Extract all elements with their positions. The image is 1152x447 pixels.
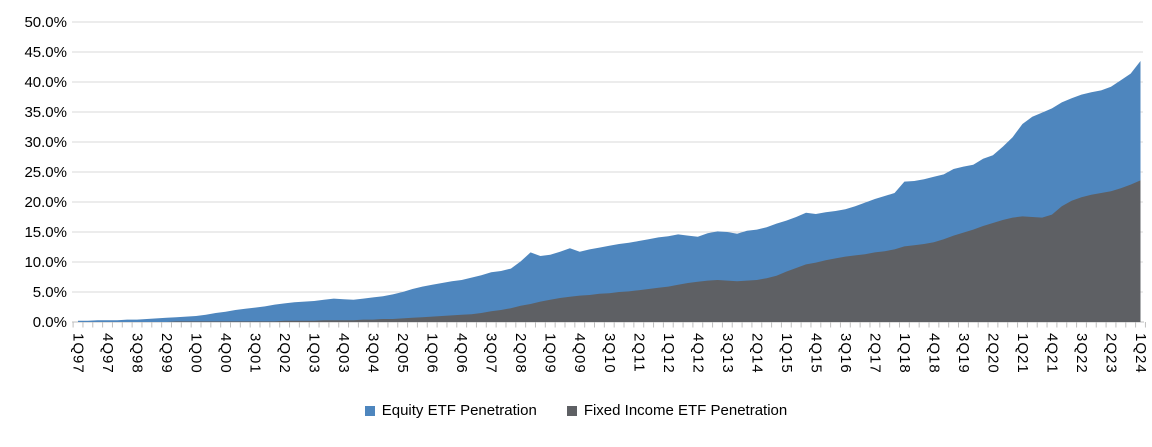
- y-tick-label: 20.0%: [24, 194, 67, 211]
- x-tick-label: 2Q99: [158, 333, 175, 374]
- chart-legend: Equity ETF Penetration Fixed Income ETF …: [0, 402, 1152, 419]
- x-tick-label: 2Q05: [394, 333, 411, 374]
- x-tick-label: 3Q19: [955, 333, 972, 374]
- x-tick-label: 4Q00: [217, 333, 234, 374]
- x-tick-label: 1Q21: [1014, 333, 1031, 374]
- x-tick-label: 1Q09: [542, 333, 559, 374]
- x-tick-label: 1Q03: [306, 333, 323, 374]
- x-tick-label: 2Q02: [276, 333, 293, 374]
- x-tick-label: 3Q13: [719, 333, 736, 374]
- x-tick-label: 4Q18: [925, 333, 942, 374]
- x-tick-label: 4Q97: [99, 333, 116, 374]
- x-tick-label: 3Q22: [1073, 333, 1090, 374]
- y-tick-label: 15.0%: [24, 224, 67, 241]
- y-tick-label: 45.0%: [24, 44, 67, 61]
- legend-item-fixed-income: Fixed Income ETF Penetration: [566, 402, 788, 419]
- x-tick-label: 3Q98: [129, 333, 146, 374]
- y-tick-label: 50.0%: [24, 14, 67, 31]
- x-tick-label: 3Q07: [483, 333, 500, 374]
- plot-area: 0.0% 5.0% 10.0% 15.0% 20.0% 25.0% 30.0% 35.0% 40…: [24, 14, 1149, 374]
- x-tick-label: 2Q23: [1102, 333, 1119, 374]
- legend-label-equity: Equity ETF Penetration: [381, 402, 537, 419]
- x-tick-label: 1Q12: [660, 333, 677, 374]
- x-tick-label: 2Q11: [630, 333, 647, 373]
- x-tick-label: 1Q97: [70, 333, 87, 374]
- x-tick-label: 2Q14: [748, 333, 765, 374]
- y-tick-label: 30.0%: [24, 134, 67, 151]
- fixed-income-area-series: [78, 180, 1141, 322]
- x-tick-label: 4Q03: [335, 333, 352, 374]
- legend-swatch-equity-icon: [364, 405, 375, 416]
- legend-swatch-fixed-income-icon: [566, 405, 577, 416]
- legend-item-equity: Equity ETF Penetration: [364, 402, 537, 419]
- x-tick-label: 2Q17: [866, 333, 883, 374]
- x-tick-label: 1Q15: [778, 333, 795, 374]
- x-tick-label: 4Q21: [1043, 333, 1060, 374]
- x-tick-label: 4Q09: [571, 333, 588, 374]
- x-tick-label: 2Q08: [512, 333, 529, 374]
- y-tick-label: 5.0%: [33, 284, 67, 301]
- x-tick-label: 3Q01: [247, 333, 264, 374]
- legend-label-fixed-income: Fixed Income ETF Penetration: [583, 402, 788, 419]
- x-tick-label: 1Q00: [188, 333, 205, 374]
- x-axis-ticks: [72, 322, 1146, 328]
- y-tick-label: 0.0%: [33, 314, 67, 331]
- y-tick-label: 10.0%: [24, 254, 67, 271]
- y-tick-label: 35.0%: [24, 104, 67, 121]
- x-tick-label: 3Q04: [365, 333, 382, 374]
- x-tick-label: 3Q16: [837, 333, 854, 374]
- x-tick-label: 4Q15: [807, 333, 824, 374]
- x-tick-label: 4Q12: [689, 333, 706, 374]
- x-tick-label: 1Q06: [424, 333, 441, 374]
- x-tick-label: 1Q18: [896, 333, 913, 374]
- x-tick-label: 4Q06: [453, 333, 470, 374]
- x-tick-label: 2Q20: [984, 333, 1001, 374]
- x-tick-label: 3Q10: [601, 333, 618, 374]
- y-tick-label: 25.0%: [24, 164, 67, 181]
- y-tick-label: 40.0%: [24, 74, 67, 91]
- x-tick-label: 1Q24: [1132, 333, 1149, 374]
